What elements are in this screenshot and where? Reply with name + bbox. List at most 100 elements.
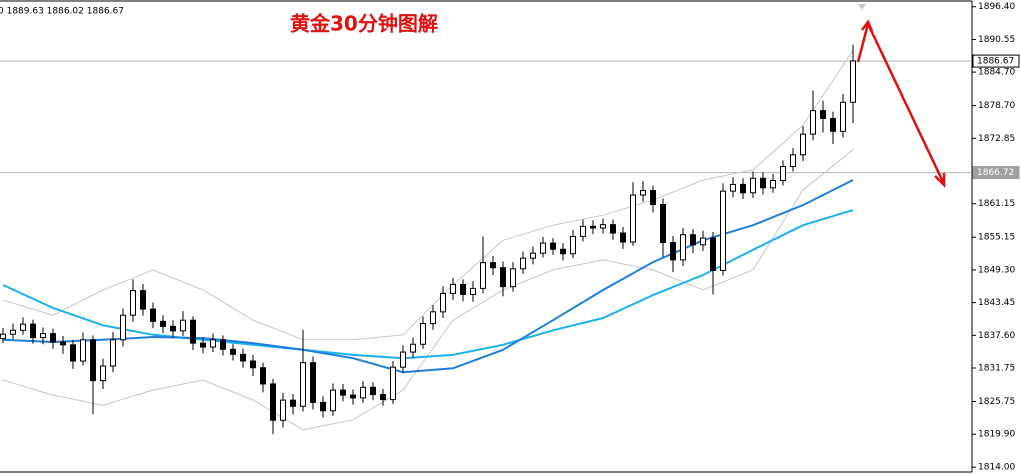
candle-body xyxy=(640,190,646,196)
candle-body xyxy=(160,320,166,327)
candle-body xyxy=(480,262,486,289)
candle-body xyxy=(130,290,136,316)
y-tick-label: 1837.60 xyxy=(978,331,1015,341)
candle-body xyxy=(220,339,226,350)
y-tick-label: 1884.70 xyxy=(978,68,1015,78)
candle-body xyxy=(560,248,566,255)
candle-body xyxy=(60,341,66,346)
indicator-line xyxy=(2,50,854,341)
candle-body xyxy=(790,154,796,168)
candle-body xyxy=(10,329,16,335)
annotation-arrow xyxy=(856,19,946,189)
candle-body xyxy=(0,333,6,340)
candle-body xyxy=(720,190,726,271)
y-tick-label: 1861.15 xyxy=(978,199,1015,209)
candle-body xyxy=(270,383,276,421)
candle-body xyxy=(430,311,436,325)
shift-marker xyxy=(858,4,866,10)
y-tick-label: 1819.90 xyxy=(978,430,1015,440)
candle-body xyxy=(360,386,366,399)
candle-body xyxy=(150,308,156,322)
candle-body xyxy=(330,389,336,412)
candle-body xyxy=(370,386,376,396)
candle-body xyxy=(30,323,36,339)
candle-body xyxy=(340,389,346,396)
candle-body xyxy=(120,314,126,341)
y-tick-label: 1843.45 xyxy=(978,298,1015,308)
candle-body xyxy=(680,234,686,261)
candle-body xyxy=(750,177,756,194)
candle-body xyxy=(570,235,576,255)
candle-body xyxy=(600,224,606,229)
candle-body xyxy=(210,339,216,348)
candle-body xyxy=(820,110,826,119)
candle-body xyxy=(180,319,186,332)
candle-body xyxy=(300,362,306,407)
price-label: 1866.72 xyxy=(977,168,1014,178)
candle-body xyxy=(620,232,626,243)
y-tick-label: 1855.15 xyxy=(978,233,1015,243)
candle-body xyxy=(100,365,106,382)
candle-body xyxy=(610,224,616,234)
candle-body xyxy=(740,183,746,194)
candle-body xyxy=(840,101,846,132)
candle-body xyxy=(260,367,266,385)
price-label: 1886.67 xyxy=(977,57,1014,67)
candle-body xyxy=(690,234,696,246)
candle-body xyxy=(200,342,206,348)
ohlc-header: 0 1889.63 1886.02 1886.67 xyxy=(0,7,124,17)
candle-body xyxy=(350,394,356,399)
candle-body xyxy=(240,353,246,362)
candle-body xyxy=(660,204,666,244)
candle-body xyxy=(550,242,556,250)
candle-body xyxy=(670,242,676,261)
candle-body xyxy=(140,290,146,310)
y-tick-label: 1890.55 xyxy=(978,35,1015,45)
candle-body xyxy=(770,180,776,189)
candle-body xyxy=(590,225,596,229)
candle-body xyxy=(580,225,586,237)
candle-body xyxy=(650,190,656,206)
candle-body xyxy=(490,262,496,269)
candle-body xyxy=(540,242,546,254)
indicator-line xyxy=(2,149,854,431)
candle-body xyxy=(520,257,526,270)
candle-body xyxy=(830,117,836,132)
candle-body xyxy=(50,333,56,343)
candle-body xyxy=(70,344,76,362)
candle-body xyxy=(80,339,86,362)
y-tick-label: 1896.40 xyxy=(978,2,1015,12)
candle-body xyxy=(250,360,256,369)
candle-body xyxy=(500,267,506,288)
y-tick-label: 1872.85 xyxy=(978,134,1015,144)
candle-body xyxy=(700,237,706,246)
candle-body xyxy=(230,348,236,355)
y-tick-label: 1878.70 xyxy=(978,101,1015,111)
candle-body xyxy=(40,333,46,339)
y-tick-label: 1849.30 xyxy=(978,265,1015,275)
candle-body xyxy=(380,394,386,401)
candle-body xyxy=(810,110,816,135)
candle-body xyxy=(470,287,476,296)
candle-body xyxy=(460,283,466,296)
candle-body xyxy=(800,133,806,156)
y-tick-label: 1831.75 xyxy=(978,364,1015,374)
candle-body xyxy=(190,319,196,344)
y-tick-label: 1814.00 xyxy=(978,463,1015,473)
candle-body xyxy=(170,325,176,332)
candle-body xyxy=(510,268,516,288)
candle-body xyxy=(400,351,406,368)
candle-body xyxy=(90,339,96,382)
candle-body xyxy=(390,366,396,401)
y-tick-label: 1825.75 xyxy=(978,397,1015,407)
price-label-box xyxy=(972,54,1020,68)
candle-body xyxy=(420,323,426,345)
candle-body xyxy=(310,362,316,403)
candle-body xyxy=(440,292,446,313)
candle-body xyxy=(20,323,26,331)
candle-body xyxy=(730,183,736,192)
